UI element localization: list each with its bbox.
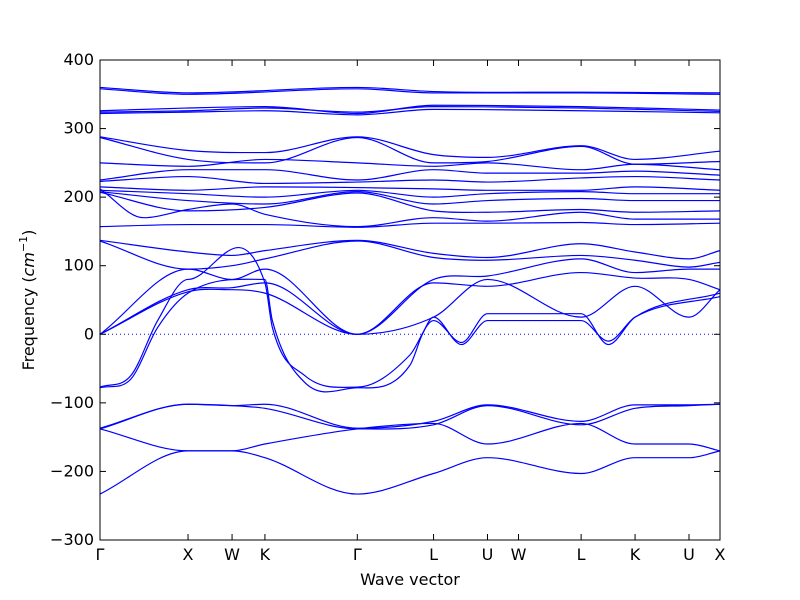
x-tick-label: U: [482, 545, 494, 564]
x-tick-label: L: [577, 545, 586, 564]
band-line-optical-11: [99, 221, 721, 228]
band-line-optical-10: [99, 188, 720, 228]
y-tick-label: 0: [84, 324, 94, 343]
band-line-optical-5: [99, 175, 721, 185]
x-tick-label: L: [429, 545, 438, 564]
band-line-upper-mid-1: [99, 104, 721, 115]
y-tick-label: −200: [50, 461, 94, 480]
plot-area: [99, 59, 721, 541]
x-tick-label: X: [715, 545, 726, 564]
y-tick-label: 200: [63, 187, 94, 206]
band-line-upper-mid-2: [99, 106, 721, 113]
band-line-negative-4: [99, 450, 721, 495]
y-axis-title: Frequency (cm−1): [17, 230, 38, 371]
band-line-acoustic-3: [99, 258, 720, 335]
band-line-top-1: [99, 86, 721, 94]
band-line-acoustic-4: [99, 271, 721, 335]
band-line-unstable-1: [99, 278, 721, 393]
x-tick-label: K: [260, 545, 271, 564]
y-axis-title-exponent: −1: [17, 236, 30, 252]
band-line-optical-4: [99, 169, 721, 181]
x-tick-label: Γ: [96, 545, 105, 564]
band-line-optical-6: [99, 186, 721, 191]
y-axis-title-suffix: ): [19, 230, 38, 236]
x-tick-label: U: [683, 545, 695, 564]
band-line-upper-mid-3: [99, 108, 721, 116]
y-tick-label: −100: [50, 393, 94, 412]
band-line-optical-8: [99, 191, 720, 205]
x-tick-label: K: [630, 545, 641, 564]
y-tick-label: −300: [50, 530, 94, 549]
band-line-negative-3: [99, 403, 721, 430]
band-line-optical-9: [99, 191, 721, 214]
band-line-top-2: [99, 88, 721, 95]
x-axis-title: Wave vector: [360, 570, 460, 589]
axes-frame: [99, 59, 721, 541]
x-tick-label: X: [183, 545, 194, 564]
y-axis-title-unit: cm: [19, 252, 38, 276]
band-line-optical-1: [99, 136, 721, 161]
band-line-optical-2: [99, 136, 721, 165]
x-tick-label: W: [511, 545, 527, 564]
band-line-acoustic-1: [99, 239, 721, 260]
x-tick-label: Γ: [353, 545, 362, 564]
y-tick-label: 400: [63, 50, 94, 69]
y-tick-label: 100: [63, 256, 94, 275]
y-tick-label: 300: [63, 119, 94, 138]
y-axis-title-prefix: Frequency (: [19, 276, 38, 370]
band-line-acoustic-2: [99, 240, 721, 270]
band-line-optical-7: [99, 189, 720, 198]
band-line-unstable-2: [99, 247, 721, 388]
band-line-optical-3: [99, 158, 721, 171]
x-tick-label: W: [224, 545, 240, 564]
